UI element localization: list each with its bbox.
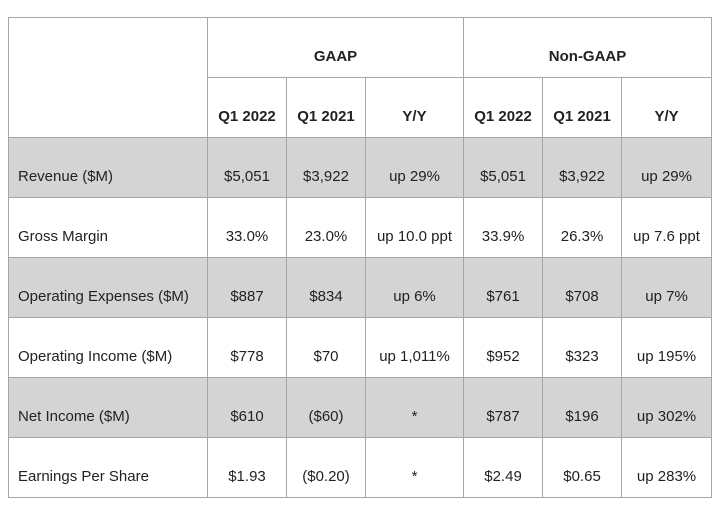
cell-value: $0.65: [542, 437, 623, 498]
data-row: Gross Margin 33.0% 23.0% up 10.0 ppt 33.9% 26…: [8, 197, 713, 258]
cell-value: $1.93: [207, 437, 287, 498]
header-row: Q1 2022 Q1 2021 Y/Y Q1 2022 Q1 2021 Y/Y: [9, 77, 713, 138]
cell-value: $323: [542, 317, 623, 378]
cell-value: up 1,011%: [364, 317, 465, 378]
cell-value: $834: [286, 257, 366, 318]
row-label: Operating Income ($M): [8, 317, 208, 378]
table-body: GAAP Non-GAAP Q1 2022 Q1 2021 Y/Y Q1 2022 Q1 2…: [8, 17, 713, 498]
column-header: Q1 2021: [542, 77, 623, 138]
row-label: Revenue ($M): [8, 137, 208, 198]
column-header: Q1 2022: [463, 77, 544, 138]
row-label: Net Income ($M): [8, 377, 208, 438]
cell-value: 23.0%: [286, 197, 366, 258]
cell-value: $610: [207, 377, 287, 438]
data-row: Operating Income ($M) $778 $70 up 1,011% $95…: [8, 317, 713, 378]
results-table: GAAP Non-GAAP Q1 2022 Q1 2021 Y/Y Q1 2022 Q1 2…: [8, 17, 713, 498]
cell-value: $3,922: [286, 137, 366, 198]
data-row: Operating Expenses ($M) $887 $834 up 6% $761…: [8, 257, 713, 318]
data-row: Earnings Per Share $1.93 ($0.20) * $2.49 $0.6…: [8, 437, 713, 498]
cell-value: *: [364, 377, 465, 438]
cell-value: $887: [207, 257, 287, 318]
cell-value: $787: [463, 377, 544, 438]
cell-value: $778: [207, 317, 287, 378]
cell-value: up 7.6 ppt: [621, 197, 713, 258]
cell-value: up 302%: [621, 377, 713, 438]
data-row: Revenue ($M) $5,051 $3,922 up 29% $5,051 $3,9…: [8, 137, 713, 198]
cell-value: up 283%: [621, 437, 713, 498]
group-header: GAAP: [206, 17, 465, 78]
cell-value: 33.0%: [207, 197, 287, 258]
cell-value: 26.3%: [542, 197, 623, 258]
column-header: Q1 2022: [207, 77, 287, 138]
row-label: Operating Expenses ($M): [8, 257, 208, 318]
cell-value: up 10.0 ppt: [364, 197, 465, 258]
row-label: Gross Margin: [8, 197, 208, 258]
cell-value: $2.49: [463, 437, 544, 498]
cell-value: $5,051: [463, 137, 544, 198]
data-row: Net Income ($M) $610 ($60) * $787 $196 up 302%: [8, 377, 713, 438]
cell-value: $3,922: [542, 137, 623, 198]
cell-value: up 29%: [621, 137, 713, 198]
cell-value: $5,051: [207, 137, 287, 198]
cell-value: up 6%: [364, 257, 465, 318]
cell-value: $708: [542, 257, 623, 318]
cell-value: *: [364, 437, 465, 498]
header-row: GAAP Non-GAAP: [8, 17, 713, 138]
row-label: Earnings Per Share: [8, 437, 208, 498]
cell-value: ($0.20): [286, 437, 366, 498]
cell-value: 33.9%: [463, 197, 544, 258]
cell-value: up 195%: [621, 317, 713, 378]
cell-value: $761: [463, 257, 544, 318]
cell-value: up 7%: [621, 257, 713, 318]
cell-value: $196: [542, 377, 623, 438]
cell-value: ($60): [286, 377, 366, 438]
cell-value: $952: [463, 317, 544, 378]
group-header: Non-GAAP: [463, 17, 713, 78]
column-header: Q1 2021: [286, 77, 366, 138]
corner-cell: [8, 17, 208, 138]
column-header: Y/Y: [364, 77, 465, 138]
cell-value: up 29%: [364, 137, 465, 198]
cell-value: $70: [286, 317, 366, 378]
column-header: Y/Y: [621, 77, 713, 138]
